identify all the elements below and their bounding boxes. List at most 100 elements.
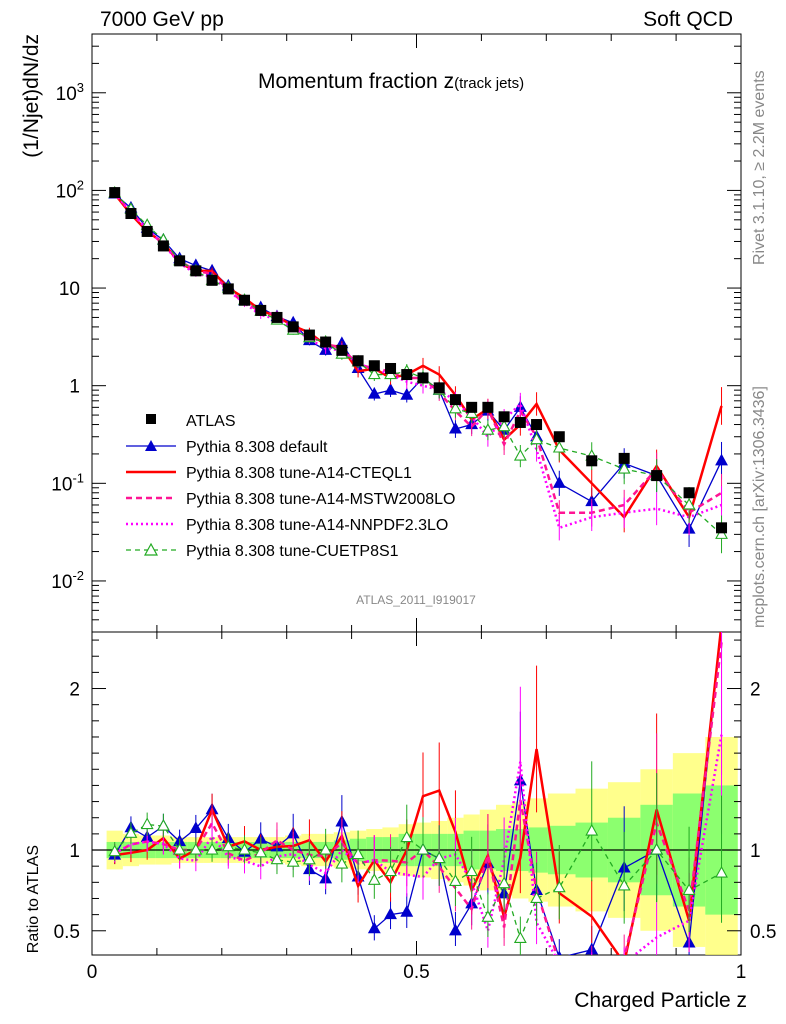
legend-label-cuetp: Pythia 8.308 tune-CUETP8S1 bbox=[186, 543, 399, 560]
ratio-marker-5 bbox=[335, 856, 349, 869]
atlas-point bbox=[417, 372, 429, 384]
series-marker-1 bbox=[384, 383, 397, 395]
ratio-marker-5 bbox=[552, 880, 566, 893]
ratio-marker-5 bbox=[302, 852, 316, 865]
ratio-marker-1 bbox=[367, 921, 381, 934]
x-tick-label: 0.5 bbox=[403, 962, 429, 983]
series-marker-5 bbox=[552, 440, 566, 453]
atlas-point bbox=[336, 344, 348, 356]
ratio-marker-1 bbox=[716, 618, 727, 628]
ratio-tick-label: 2 bbox=[69, 680, 80, 701]
ratio-marker-5 bbox=[682, 883, 696, 895]
atlas-point bbox=[157, 240, 169, 252]
legend: ATLAS Pythia 8.308 default Pythia 8.308 … bbox=[126, 413, 455, 560]
series-line-5 bbox=[114, 192, 722, 535]
atlas-point bbox=[449, 394, 461, 406]
ratio-series-group bbox=[108, 618, 728, 955]
ratio-marker-5 bbox=[585, 823, 599, 836]
ratio-marker-1 bbox=[189, 821, 203, 834]
series-marker-5 bbox=[481, 423, 495, 435]
ratio-marker-5 bbox=[140, 817, 154, 830]
ratio-marker-5 bbox=[124, 826, 138, 838]
ratio-marker-5 bbox=[286, 854, 300, 867]
main-series-group bbox=[108, 185, 728, 554]
series-marker-5 bbox=[513, 448, 527, 461]
legend-marker-atlas bbox=[146, 414, 156, 424]
ratio-marker-5 bbox=[108, 844, 122, 857]
ratio-marker-5 bbox=[205, 842, 219, 855]
atlas-point bbox=[553, 431, 565, 443]
plot-title-sub: (track jets) bbox=[454, 75, 524, 92]
ratio-marker-5 bbox=[351, 847, 365, 860]
series-marker-5 bbox=[715, 527, 728, 539]
ratio-tick-label: 1 bbox=[69, 841, 80, 862]
ratio-marker-5 bbox=[270, 852, 284, 865]
ratio-marker-1 bbox=[449, 923, 462, 936]
ratio-marker-5 bbox=[384, 864, 397, 877]
atlas-point bbox=[352, 355, 364, 367]
ratio-marker-5 bbox=[319, 842, 333, 855]
y-tick-label: 102 bbox=[56, 177, 84, 202]
legend-label-nnpdf: Pythia 8.308 tune-A14-NNPDF2.3LO bbox=[186, 517, 448, 534]
y-tick-label: 10-2 bbox=[51, 568, 84, 593]
atlas-point bbox=[401, 369, 413, 381]
atlas-point bbox=[222, 283, 234, 295]
atlas-point bbox=[586, 455, 598, 467]
ratio-marker-5 bbox=[650, 842, 664, 855]
y-axis-label: (1/Njet)dN/dz bbox=[20, 34, 43, 158]
ratio-marker-5 bbox=[449, 874, 462, 886]
ratio-marker-5 bbox=[513, 931, 527, 944]
ratio-tick-label-right: 0.5 bbox=[750, 922, 776, 943]
series-marker-5 bbox=[497, 419, 511, 432]
atlas-point bbox=[125, 208, 137, 220]
atlas-point bbox=[514, 416, 526, 428]
ratio-marker-5 bbox=[189, 842, 203, 855]
x-axis-label: Charged Particle z bbox=[574, 989, 747, 1012]
ratio-tick-label-right: 1 bbox=[750, 841, 761, 862]
ratio-marker-5 bbox=[238, 842, 251, 855]
atlas-point bbox=[651, 470, 663, 482]
ratio-marker-5 bbox=[400, 830, 414, 843]
x-tick-label: 1 bbox=[736, 962, 747, 983]
ratio-tick-label-right: 2 bbox=[750, 680, 761, 701]
ratio-marker-5 bbox=[465, 864, 479, 877]
series-marker-1 bbox=[449, 421, 462, 434]
ratio-tick-label: 0.5 bbox=[54, 922, 80, 943]
atlas-point bbox=[716, 522, 728, 534]
ratio-marker-5 bbox=[715, 865, 728, 878]
atlas-point bbox=[498, 411, 510, 423]
ratio-marker-1 bbox=[400, 904, 414, 917]
plot-title-main: Momentum fraction bbox=[258, 70, 444, 93]
atlas-point bbox=[109, 187, 121, 199]
series-marker-1 bbox=[552, 476, 566, 488]
ratio-marker-5 bbox=[416, 842, 430, 855]
ratio-marker-5 bbox=[432, 851, 446, 864]
ratio-marker-1 bbox=[384, 907, 397, 920]
ratio-marker-1 bbox=[556, 950, 562, 955]
ratio-marker-5 bbox=[156, 818, 170, 831]
atlas-point bbox=[255, 304, 267, 316]
ratio-marker-5 bbox=[173, 842, 187, 855]
category-label: Soft QCD bbox=[643, 8, 733, 31]
ratio-marker-5 bbox=[497, 876, 511, 889]
atlas-point bbox=[385, 362, 397, 374]
atlas-point bbox=[271, 311, 283, 323]
atlas-point bbox=[190, 265, 202, 277]
series-marker-5 bbox=[530, 432, 543, 445]
atlas-point bbox=[482, 401, 494, 413]
y-tick-label: 10-1 bbox=[51, 470, 84, 495]
series-marker-1 bbox=[400, 388, 414, 400]
legend-label-cteql1: Pythia 8.308 tune-A14-CTEQL1 bbox=[186, 465, 412, 482]
legend-marker-cuetp bbox=[143, 542, 159, 556]
atlas-point bbox=[618, 452, 630, 464]
atlas-point bbox=[287, 321, 299, 333]
energy-label: 7000 GeV pp bbox=[100, 8, 224, 31]
atlas-point bbox=[206, 274, 218, 286]
ratio-marker-5 bbox=[367, 873, 381, 885]
ratio-marker-5 bbox=[530, 891, 543, 904]
series-marker-5 bbox=[367, 367, 381, 380]
atlas-point bbox=[239, 294, 251, 306]
ratio-y-axis-label: Ratio to ATLAS bbox=[25, 845, 42, 953]
